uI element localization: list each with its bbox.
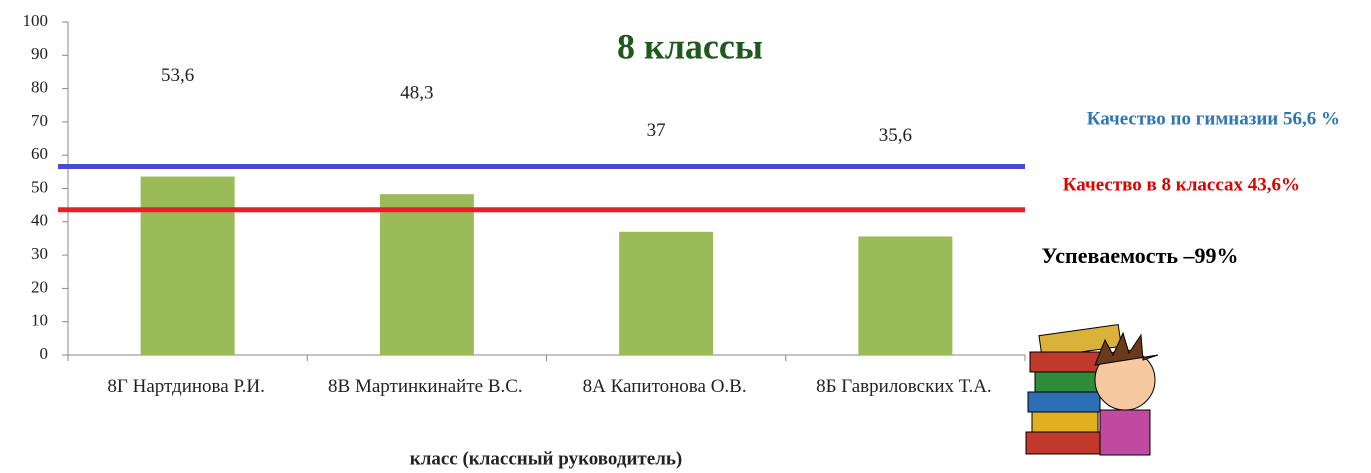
clipart [1026,325,1158,455]
y-tick-label: 20 [31,277,48,296]
value-label: 53,6 [161,65,194,86]
y-tick-label: 80 [31,78,48,97]
x-tick-label: 8В Мартинкинайте В.С. [318,375,533,399]
bar [380,194,474,355]
y-tick-label: 60 [31,144,48,163]
y-tick-label: 100 [23,11,49,30]
bar [619,232,713,355]
y-tick-label: 0 [40,344,49,363]
value-label: 37 [647,120,666,141]
bar [141,177,235,355]
y-tick-label: 50 [31,177,48,196]
x-tick-label: 8А Капитонова О.В. [557,375,772,399]
chart: 8 классы класс (классный руководитель) У… [0,0,1371,473]
y-tick-label: 70 [31,111,48,130]
y-tick-label: 90 [31,44,48,63]
x-axis-label: класс (классный руководитель) [410,448,683,469]
y-tick-label: 10 [31,311,48,330]
chart-title: 8 классы [617,26,763,66]
reference-label: Качество в 8 классах 43,6% [1063,174,1300,195]
annotation: Успеваемость –99% [1041,243,1238,268]
reference-label: Качество по гимназии 56,6 % [1087,108,1340,129]
page: 8 классы класс (классный руководитель) У… [0,0,1371,473]
y-tick-label: 30 [31,244,48,263]
x-tick-label: 8Б Гавриловских Т.А. [796,375,1011,399]
x-tick-label: 8Г Нартдинова Р.И. [79,375,294,399]
value-label: 35,6 [879,125,912,146]
value-label: 48,3 [400,83,433,104]
y-tick-label: 40 [31,211,48,230]
bar [858,236,952,355]
